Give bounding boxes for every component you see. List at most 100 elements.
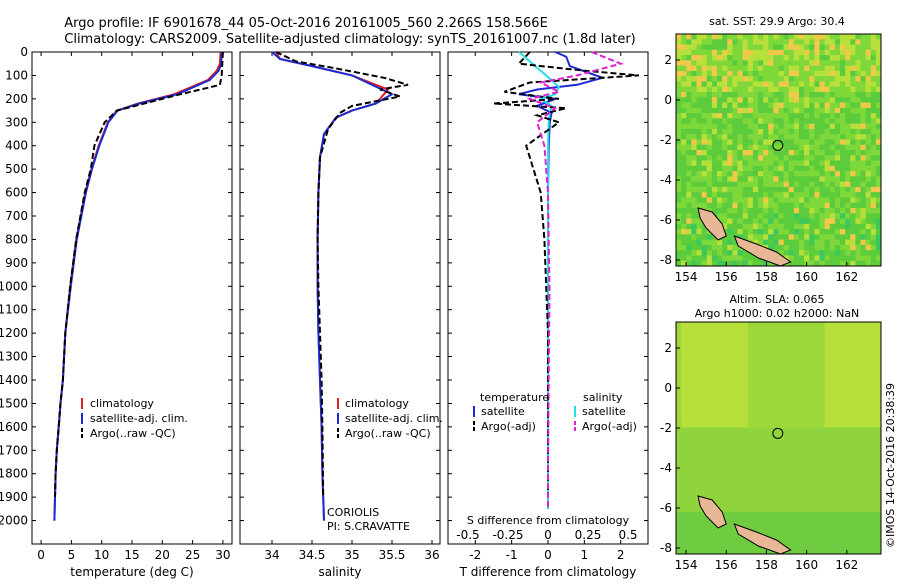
heatmap-cell <box>752 480 759 486</box>
heatmap-cell <box>681 39 687 45</box>
heatmap-cell <box>834 150 841 156</box>
heatmap-cell <box>799 348 805 355</box>
heatmap-cell <box>799 422 805 428</box>
heatmap-cell <box>804 474 810 481</box>
heatmap-cell <box>727 197 733 204</box>
heatmap-cell <box>691 239 697 246</box>
heatmap-cell <box>860 223 867 230</box>
heatmap-cell <box>793 358 800 365</box>
heatmap-cell <box>860 113 867 119</box>
heatmap-cell <box>758 39 764 45</box>
heatmap-cell <box>840 411 846 418</box>
heatmap-cell <box>706 395 713 402</box>
heatmap-cell <box>788 223 795 230</box>
heatmap-cell <box>706 348 713 355</box>
heatmap-cell <box>676 239 682 246</box>
heatmap-cell <box>799 229 805 235</box>
heatmap-cell <box>845 92 851 98</box>
heatmap-cell <box>758 113 764 119</box>
heatmap-cell <box>824 538 831 544</box>
heatmap-cell <box>829 364 836 370</box>
heatmap-cell <box>855 422 861 428</box>
heatmap-cell <box>850 155 856 161</box>
heatmap-cell <box>696 49 703 56</box>
depth-tick-label: 800 <box>5 232 28 246</box>
heatmap-cell <box>819 255 826 262</box>
heatmap-cell <box>701 113 708 119</box>
heatmap-cell <box>681 543 687 550</box>
heatmap-cell <box>732 208 738 214</box>
heatmap-cell <box>799 176 805 183</box>
heatmap-cell <box>870 490 877 497</box>
heatmap-cell <box>793 438 800 444</box>
heatmap-cell <box>809 343 815 349</box>
heatmap-cell <box>706 123 713 130</box>
heatmap-cell <box>824 97 831 103</box>
heatmap-cell <box>783 411 790 418</box>
heatmap-cell <box>814 234 820 241</box>
heatmap-cell <box>727 369 733 376</box>
legend-satellite: satellite-adj. clim. <box>90 412 188 425</box>
heatmap-cell <box>840 244 846 251</box>
heatmap-cell <box>829 197 836 204</box>
legend-argo: Argo(..raw -QC) <box>345 427 431 440</box>
heatmap-cell <box>773 60 779 67</box>
heatmap-cell <box>783 255 790 262</box>
heatmap-cell <box>752 422 759 428</box>
heatmap-cell <box>701 337 708 344</box>
heatmap-cell <box>850 380 856 386</box>
heatmap-cell <box>773 364 779 370</box>
heatmap-cell <box>706 538 713 544</box>
heatmap-cell <box>717 250 723 256</box>
heatmap-cell <box>752 543 759 550</box>
heatmap-cell <box>778 55 785 61</box>
heatmap-cell <box>840 532 846 539</box>
heatmap-cell <box>758 102 764 109</box>
heatmap-cell <box>799 81 805 88</box>
heatmap-cell <box>696 411 703 418</box>
heatmap-cell <box>758 343 764 349</box>
heatmap-cell <box>722 223 728 230</box>
heatmap-cell <box>742 485 749 492</box>
heatmap-cell <box>845 160 851 167</box>
heatmap-cell <box>875 364 882 370</box>
heatmap-cell <box>860 353 867 360</box>
heatmap-cell <box>809 123 815 130</box>
x-tick-label: -1 <box>506 548 518 562</box>
heatmap-cell <box>834 76 841 82</box>
heatmap-cell <box>824 65 831 72</box>
heatmap-cell <box>778 208 785 214</box>
heatmap-cell <box>793 411 800 418</box>
heatmap-cell <box>691 60 697 67</box>
heatmap-cell <box>706 327 713 333</box>
heatmap-cell <box>752 39 759 45</box>
heatmap-cell <box>686 229 692 235</box>
heatmap-cell <box>845 155 851 161</box>
heatmap-cell <box>727 322 733 328</box>
heatmap-cell <box>711 401 718 407</box>
heatmap-cell <box>747 123 754 130</box>
heatmap-cell <box>855 181 861 188</box>
heatmap-cell <box>676 374 682 381</box>
heatmap-cell <box>727 239 733 246</box>
s-tick-label: 0.5 <box>618 528 637 542</box>
heatmap-cell <box>727 171 733 177</box>
heatmap-cell <box>860 543 867 550</box>
heatmap-cell <box>773 186 779 193</box>
heatmap-cell <box>840 118 846 125</box>
heatmap-cell <box>783 416 790 423</box>
salinity-plot-frame <box>239 51 441 545</box>
heatmap-cell <box>686 448 692 455</box>
heatmap-cell <box>732 202 738 209</box>
heatmap-cell <box>681 86 687 93</box>
heatmap-cell <box>804 86 810 93</box>
heatmap-cell <box>875 202 882 209</box>
heatmap-cell <box>742 453 749 460</box>
heatmap-cell <box>829 208 836 214</box>
heatmap-cell <box>742 118 749 125</box>
heatmap-cell <box>875 107 882 114</box>
heatmap-cell <box>860 97 867 103</box>
heatmap-cell <box>850 358 856 365</box>
heatmap-cell <box>799 208 805 214</box>
heatmap-cell <box>788 134 795 140</box>
